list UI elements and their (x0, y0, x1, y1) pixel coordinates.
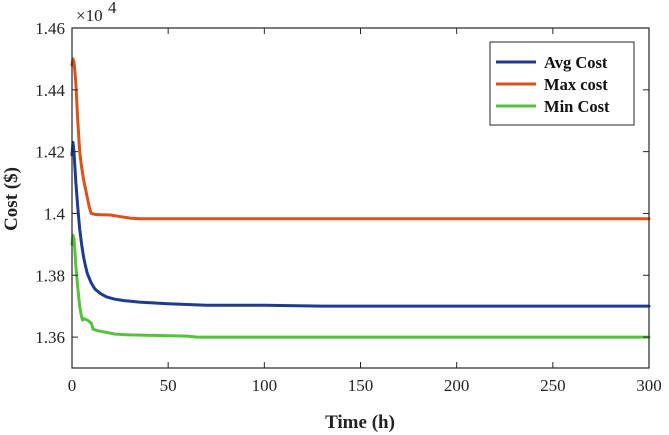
y-axis-label: Cost ($) (1, 167, 22, 231)
series-line-max-cost (70, 57, 651, 221)
x-tick-label: 0 (68, 376, 77, 395)
legend-label-max-cost: Max cost (544, 75, 608, 94)
x-tick-label: 50 (160, 376, 177, 395)
x-tick-label: 150 (348, 376, 374, 395)
legend-label-min-cost: Min Cost (544, 97, 610, 116)
x-tick-label: 200 (444, 376, 470, 395)
y-tick-label: 1.44 (35, 81, 65, 100)
series-line-min-cost (70, 233, 651, 339)
x-tick-label: 300 (636, 376, 662, 395)
y-exponent-base: ×10 (76, 6, 103, 25)
series-line-avg-cost (70, 140, 651, 308)
legend: Avg Cost Max cost Min Cost (489, 41, 635, 126)
legend-label-avg-cost: Avg Cost (544, 53, 608, 72)
y-tick-label: 1.42 (35, 143, 65, 162)
y-tick-label: 1.36 (35, 328, 65, 347)
y-tick-label: 1.46 (35, 19, 65, 38)
y-tick-label: 1.38 (35, 266, 65, 285)
tick-group: 0 50 100 150 200 250 300 1.36 1.38 1.4 1.42 1.44 1.4… (35, 19, 662, 395)
y-tick-label: 1.4 (44, 204, 66, 223)
x-axis-label: Time (h) (325, 412, 395, 433)
y-exponent-power: 4 (108, 0, 117, 17)
series-group (70, 57, 651, 339)
x-tick-label: 100 (252, 376, 278, 395)
x-tick-label: 250 (540, 376, 566, 395)
